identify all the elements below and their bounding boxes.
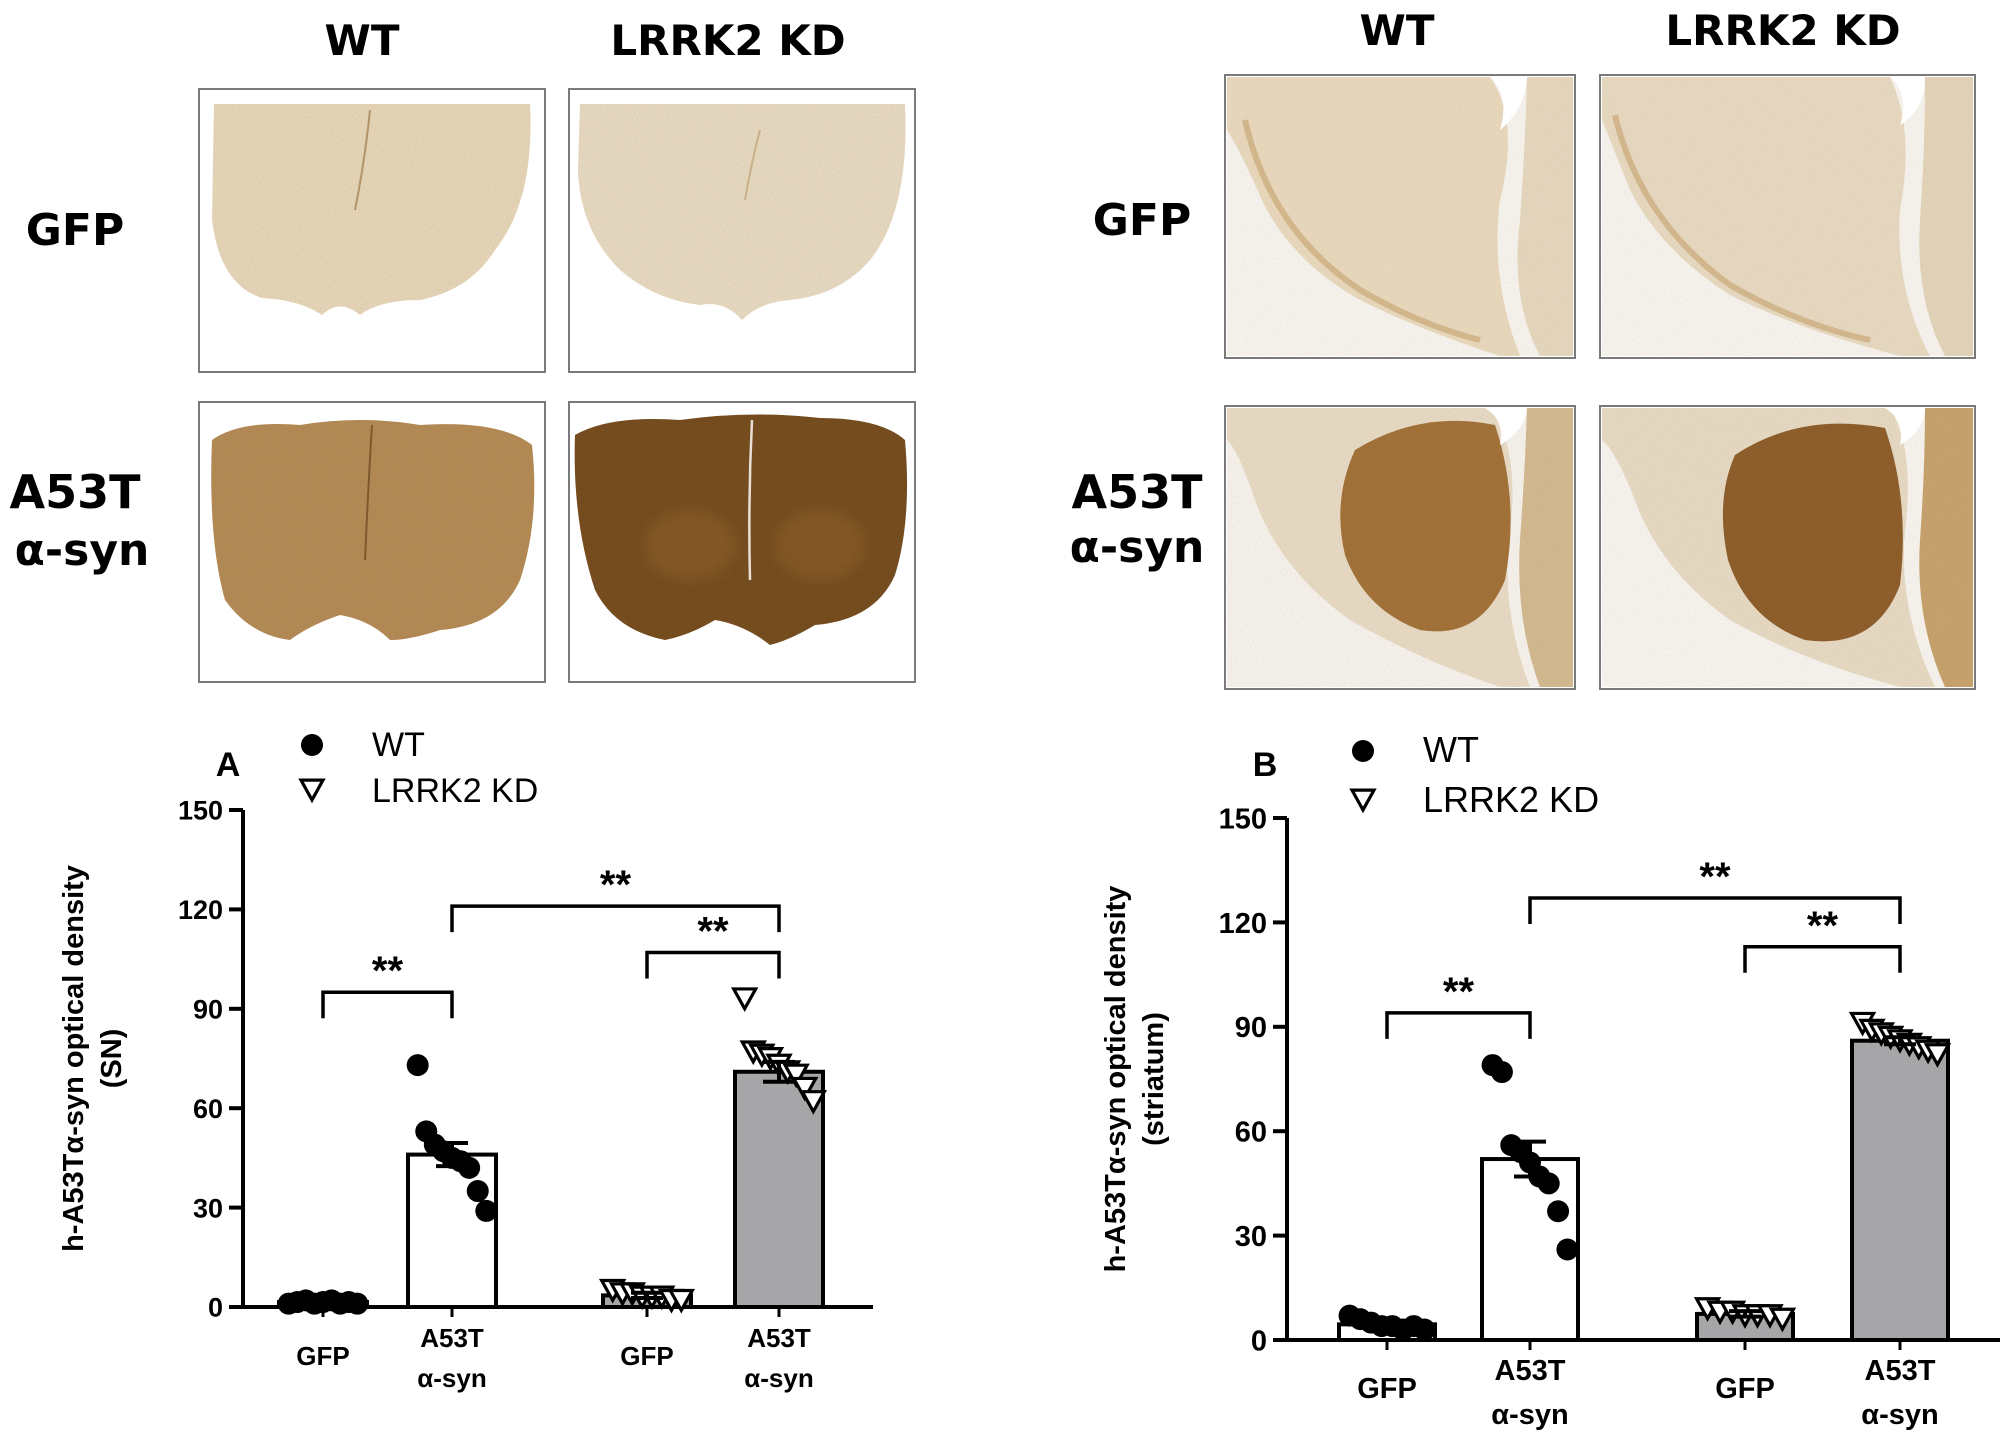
col-header-wt-sn: WT [325,16,400,65]
y-tick-label: 60 [1235,1117,1267,1149]
legend-label-wt: WT [372,726,425,764]
x-category-label: α-syn [1861,1399,1938,1431]
sn-kd-a53t-image [568,401,916,683]
y-axis-label: h-A53Tα-syn optical density [58,865,90,1252]
significance-label: ** [372,949,404,993]
significance-label: ** [600,863,632,907]
legend-marker-wt [1352,740,1374,762]
data-point-triangle [791,1076,819,1102]
row-label-a53t-str: A53T [1072,465,1204,519]
y-tick-label: 90 [193,995,223,1025]
legend-label-kd: LRRK2 KD [1423,779,1599,820]
x-category-label: A53T [1495,1355,1566,1387]
data-point-circle [346,1292,369,1315]
data-point-circle [1413,1318,1436,1341]
y-tick-label: 60 [193,1094,223,1124]
y-tick-label: 90 [1235,1012,1267,1044]
chart-a: Ah-A53Tα-syn optical density (SN) 0 30 60 90 1… [58,726,873,1393]
data-point-triangle [1768,1307,1797,1333]
bar [406,1152,498,1309]
data-point-circle [466,1180,489,1203]
significance-bracket [1743,945,1902,973]
data-point-circle [1556,1238,1579,1261]
y-tick-label: 150 [178,796,223,826]
y-tick-label: 30 [1235,1221,1267,1253]
str-wt-a53t-image [1224,405,1576,690]
data-point-triangle [730,987,759,1013]
y-tick-label: 0 [208,1293,223,1323]
str-kd-gfp-image [1599,74,1976,359]
legend-marker-wt [301,734,323,756]
data-point-triangle [799,1090,828,1115]
legend-marker-kd [1349,788,1377,814]
sn-wt-a53t-image [198,401,546,683]
x-category-label: GFP [1715,1373,1775,1405]
data-point-circle [1547,1200,1570,1223]
col-header-kd-sn: LRRK2 KD [610,16,845,65]
x-category-label: A53T [1865,1355,1936,1387]
y-tick-label: 150 [1219,803,1267,835]
data-point-circle [458,1156,481,1179]
col-header-wt-str: WT [1360,6,1435,55]
y-axis-label: h-A53Tα-syn optical density [1100,886,1132,1273]
x-category-label: α-syn [1491,1399,1568,1431]
y-tick-label: 120 [178,895,223,925]
panel-letter: B [1253,746,1278,784]
legend-marker-kd [298,778,326,804]
chart-b: Bh-A53Tα-syn optical density (striatum) 0 3… [1100,729,2000,1431]
x-category-label: α-syn [744,1363,813,1393]
histology-striatum: WT LRRK2 KD GFP A53T α-syn [1070,6,1976,690]
significance-label: ** [697,909,729,953]
y-axis-label-sub: (striatum) [1138,1012,1170,1146]
data-point-triangle [1923,1043,1952,1068]
row-label-gfp-sn: GFP [26,205,124,256]
data-point-circle [406,1054,429,1077]
str-wt-gfp-image [1224,74,1576,359]
y-tick-label: 120 [1219,908,1267,940]
legend-label-wt: WT [1423,729,1479,770]
x-category-label: A53T [420,1323,484,1353]
sn-kd-gfp-image [568,88,916,373]
panel-letter: A [216,746,241,784]
x-category-label: GFP [1357,1373,1417,1405]
row-label-gfp-str: GFP [1093,195,1191,246]
data-point-triangle [782,1063,810,1089]
significance-label: ** [1699,855,1731,899]
bar [733,1069,825,1309]
col-header-kd-str: LRRK2 KD [1665,6,1900,55]
x-category-label: A53T [747,1323,811,1353]
data-point-triangle [667,1288,696,1314]
significance-bracket [321,990,454,1019]
histology-sn: WT LRRK2 KD GFP A53T α-syn [10,16,916,683]
x-category-label: α-syn [417,1363,486,1393]
x-category-label: GFP [620,1341,673,1371]
significance-label: ** [1443,970,1475,1014]
row-label-a53t-sn: A53T [10,465,142,519]
significance-bracket [1385,1011,1532,1039]
x-category-label: GFP [296,1341,349,1371]
data-point-circle [475,1199,498,1222]
y-axis-label-sub: (SN) [96,1029,128,1089]
significance-bracket [450,904,781,933]
legend-label-kd: LRRK2 KD [372,772,538,810]
row-label-asyn-str: α-syn [1070,522,1205,573]
row-label-asyn-sn: α-syn [15,525,150,576]
significance-label: ** [1807,904,1839,948]
y-tick-label: 30 [193,1193,223,1223]
significance-bracket [1528,896,1902,925]
str-kd-a53t-image [1599,405,1976,690]
significance-bracket [645,950,781,979]
y-tick-label: 0 [1251,1325,1267,1357]
sn-wt-gfp-image [198,88,546,373]
data-point-circle [1490,1061,1513,1084]
bar [1850,1038,1950,1342]
